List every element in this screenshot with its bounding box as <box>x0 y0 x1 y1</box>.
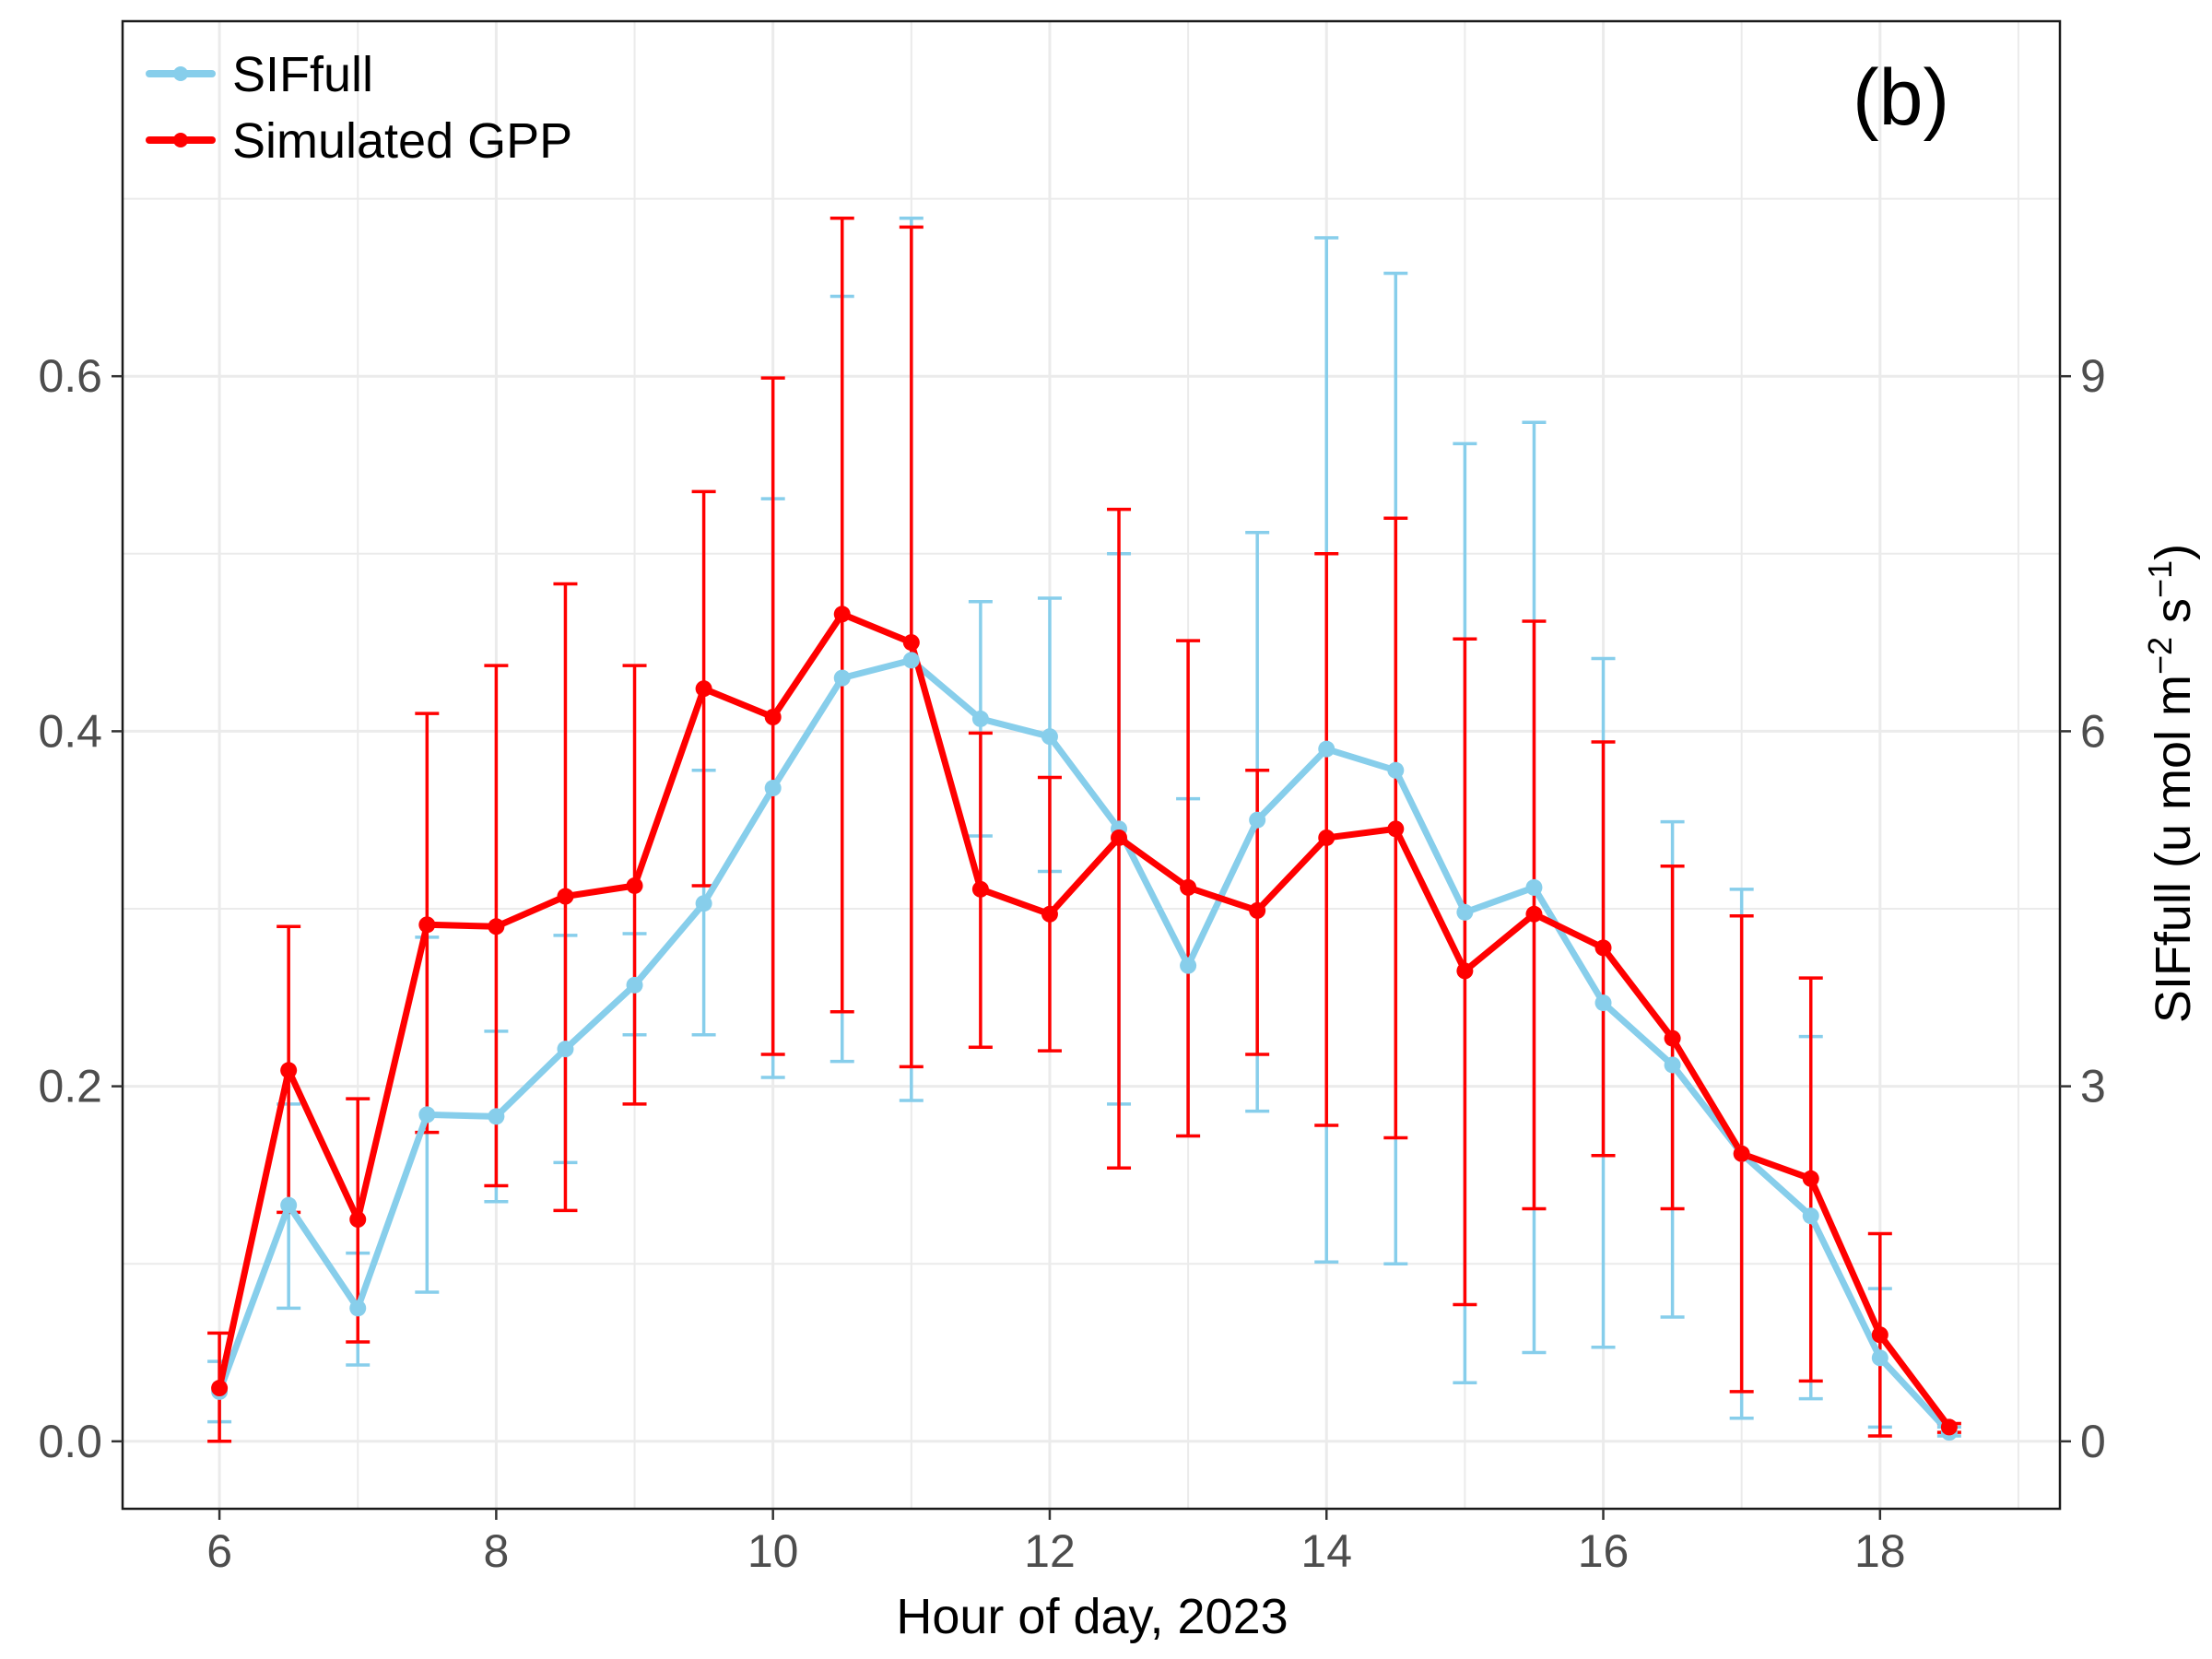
x-axis-tick-label: 18 <box>1854 1525 1906 1577</box>
data-point-siffull <box>902 652 920 669</box>
data-point-simulated-gpp <box>626 877 643 894</box>
data-point-siffull <box>1802 1207 1819 1225</box>
legend: SIFfull Simulated GPP <box>146 47 572 169</box>
data-point-siffull <box>626 976 643 994</box>
series-line-siffull <box>216 656 1953 1436</box>
y-axis-tick-label: 0.6 <box>38 350 102 402</box>
data-point-siffull <box>695 895 712 912</box>
y2-axis-title-end: ) <box>2146 544 2201 560</box>
x-axis-tick-label: 12 <box>1024 1525 1076 1577</box>
y2-axis-tick-label: 9 <box>2080 350 2106 402</box>
data-point-siffull <box>1664 1056 1681 1074</box>
data-point-siffull <box>280 1196 298 1214</box>
data-point-siffull <box>971 710 989 727</box>
y2-axis-tick-label: 6 <box>2080 705 2106 757</box>
y-axis-tick-label: 0.0 <box>38 1416 102 1467</box>
data-point-simulated-gpp <box>1525 905 1543 923</box>
legend-label-siffull: SIFfull <box>232 47 373 102</box>
data-point-simulated-gpp <box>1318 829 1335 846</box>
data-point-simulated-gpp <box>418 916 436 934</box>
x-axis-title: Hour of day, 2023 <box>896 1589 1288 1644</box>
data-point-simulated-gpp <box>902 634 920 652</box>
data-point-siffull <box>1180 957 1197 974</box>
data-point-siffull <box>557 1041 574 1058</box>
data-point-simulated-gpp <box>1940 1418 1958 1436</box>
data-point-simulated-gpp <box>1802 1170 1819 1187</box>
data-point-siffull <box>1871 1349 1888 1367</box>
x-axis-tick-label: 16 <box>1578 1525 1630 1577</box>
data-point-siffull <box>349 1300 367 1317</box>
series-lines <box>216 610 1953 1436</box>
y2-axis-tick-label: 3 <box>2080 1061 2106 1112</box>
x-axis-tick-label: 14 <box>1300 1525 1352 1577</box>
legend-marker-simulated-gpp <box>173 133 188 147</box>
x-axis-tick-label: 6 <box>206 1525 232 1577</box>
panel-label: (b) <box>1853 53 1949 142</box>
x-axis-tick-label: 8 <box>483 1525 509 1577</box>
y2-axis-tick-label: 0 <box>2080 1416 2106 1467</box>
legend-item-siffull: SIFfull <box>146 47 373 102</box>
legend-marker-siffull <box>173 66 188 81</box>
data-point-simulated-gpp <box>695 680 712 698</box>
data-point-siffull <box>764 780 782 797</box>
data-point-simulated-gpp <box>1249 901 1266 919</box>
data-point-siffull <box>833 669 851 687</box>
y2-axis-title: SIFfull (u mol m−2 s−1) <box>2141 544 2201 1023</box>
series-line-simulated-gpp <box>216 610 1953 1430</box>
y2-axis-title-main: SIFfull (u mol m <box>2146 675 2201 1023</box>
data-point-siffull <box>1594 994 1612 1012</box>
data-point-siffull <box>488 1108 505 1125</box>
data-point-siffull <box>1318 740 1335 758</box>
y2-axis-title-exp1: −2 <box>2141 637 2179 675</box>
y-axis-tick-label: 0.4 <box>38 705 102 757</box>
data-point-siffull <box>418 1106 436 1124</box>
data-point-simulated-gpp <box>211 1380 229 1397</box>
data-point-simulated-gpp <box>280 1062 298 1079</box>
data-point-simulated-gpp <box>1387 820 1405 838</box>
data-point-simulated-gpp <box>1041 905 1058 923</box>
data-point-simulated-gpp <box>488 918 505 935</box>
data-point-siffull <box>1249 811 1266 829</box>
data-point-simulated-gpp <box>349 1211 367 1229</box>
data-point-simulated-gpp <box>1456 962 1474 980</box>
axes: 6 8 10 12 14 16 18 0.0 0.2 0.4 0.6 0 3 6 9 <box>38 350 2105 1577</box>
data-point-siffull <box>1387 761 1405 779</box>
data-point-simulated-gpp <box>557 888 574 905</box>
y2-axis-title-exp2: −1 <box>2141 560 2179 598</box>
data-point-simulated-gpp <box>1594 939 1612 957</box>
data-point-siffull <box>1041 728 1058 746</box>
data-point-simulated-gpp <box>1180 878 1197 896</box>
data-point-simulated-gpp <box>1733 1145 1750 1162</box>
legend-item-simulated-gpp: Simulated GPP <box>146 113 572 169</box>
y-axis-tick-label: 0.2 <box>38 1061 102 1112</box>
series-points <box>211 606 1958 1441</box>
data-point-simulated-gpp <box>1871 1326 1888 1344</box>
data-point-simulated-gpp <box>971 880 989 898</box>
data-point-siffull <box>1456 903 1474 921</box>
points-simulated-gpp <box>211 606 1958 1436</box>
data-point-simulated-gpp <box>764 708 782 725</box>
data-point-simulated-gpp <box>1111 829 1128 846</box>
data-point-siffull <box>1525 878 1543 896</box>
x-axis-tick-label: 10 <box>747 1525 799 1577</box>
legend-label-simulated-gpp: Simulated GPP <box>232 113 572 169</box>
y2-axis-title-mid: s <box>2146 598 2201 637</box>
data-point-simulated-gpp <box>1664 1030 1681 1047</box>
data-point-simulated-gpp <box>833 606 851 623</box>
plot-border <box>121 19 2062 1511</box>
